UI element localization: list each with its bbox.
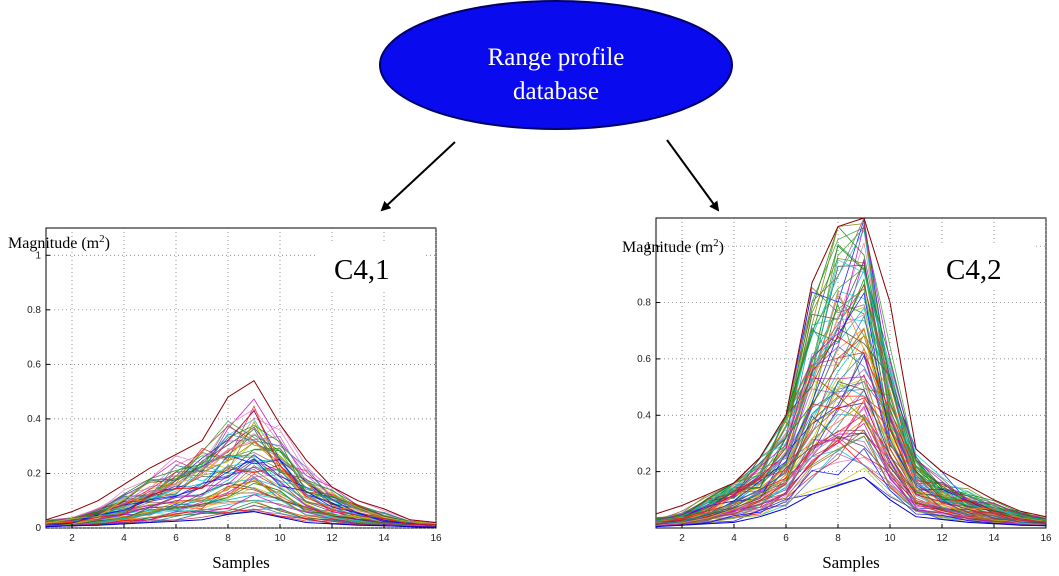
x-tick-label: 6 xyxy=(783,533,789,544)
peak-line xyxy=(45,380,437,523)
x-tick-label: 12 xyxy=(936,533,948,544)
x-tick-label: 6 xyxy=(173,533,179,544)
profile-line xyxy=(655,245,1047,522)
profile-line xyxy=(655,327,1047,524)
profile-line xyxy=(45,478,437,527)
profile-line xyxy=(655,397,1047,524)
floor-line xyxy=(45,511,437,528)
profile-line xyxy=(655,224,1047,521)
profile-line xyxy=(655,327,1047,522)
profile-line xyxy=(655,327,1047,524)
profile-line xyxy=(45,421,437,525)
y-axis-label-superscript: 2 xyxy=(99,233,105,245)
profile-line xyxy=(655,286,1047,521)
profile-line xyxy=(45,424,437,526)
x-tick-label: 14 xyxy=(988,533,1000,544)
x-tick-label: 2 xyxy=(679,533,685,544)
y-tick-label: 0.6 xyxy=(637,354,651,365)
floor-line xyxy=(655,476,1047,528)
y-axis-label-close: ) xyxy=(105,235,110,252)
x-tick-label: 10 xyxy=(884,533,896,544)
x-tick-label: 8 xyxy=(225,533,231,544)
panel-tag: C4,1 xyxy=(334,254,390,286)
y-axis-label-text: Magnitude (m xyxy=(622,239,714,256)
y-tick-label: 0 xyxy=(35,523,41,534)
profile-lines xyxy=(45,380,437,528)
database-label-line1: Range profile xyxy=(488,44,625,71)
profile-line xyxy=(45,494,437,528)
y-tick-label: 0.6 xyxy=(27,359,41,370)
tag-background xyxy=(318,244,426,290)
x-tick-label: 16 xyxy=(430,533,442,544)
y-tick-label: 0.8 xyxy=(27,305,41,316)
ticks: 2 4 6 8 10 12 14 16 0.2 0.4 0.6 0.8 1 xyxy=(637,241,1052,544)
y-tick-label: 0.4 xyxy=(637,410,651,421)
profile-line xyxy=(655,352,1047,523)
x-tick-label: 14 xyxy=(378,533,390,544)
profile-line xyxy=(656,378,1047,525)
chart-c42: 2 4 6 8 10 12 14 16 0.2 0.4 0.6 0.8 1 C4,2 Magnitude… xyxy=(622,216,1052,572)
y-tick-label: 1 xyxy=(645,241,651,252)
profile-line xyxy=(45,466,437,527)
x-tick-label: 4 xyxy=(731,533,737,544)
x-axis-label: Samples xyxy=(822,553,880,572)
profile-line xyxy=(46,490,437,527)
x-axis-label: Samples xyxy=(212,553,270,572)
arrow-to-c41 xyxy=(380,141,456,212)
ticks: 2 4 6 8 10 12 14 16 0 0.2 0.4 0.6 0.8 1 xyxy=(27,250,442,544)
x-tick-label: 4 xyxy=(121,533,127,544)
profile-line xyxy=(45,455,437,526)
profile-lines xyxy=(655,216,1047,528)
y-tick-label: 1 xyxy=(35,250,41,261)
x-tick-label: 12 xyxy=(326,533,338,544)
arrow-to-c42 xyxy=(666,139,720,212)
y-tick-label: 0.8 xyxy=(637,298,651,309)
profile-line xyxy=(655,447,1047,527)
profile-line xyxy=(655,352,1047,525)
profile-line xyxy=(45,464,437,525)
database-label-line2: database xyxy=(513,78,599,105)
profile-line xyxy=(655,435,1047,526)
y-axis-label-superscript: 2 xyxy=(713,237,719,249)
chart-c41: 2 4 6 8 10 12 14 16 0 0.2 0.4 0.6 0.8 1 C4,1 Magnitud… xyxy=(8,227,442,572)
profile-line xyxy=(655,259,1047,522)
profile-line xyxy=(655,381,1047,525)
profile-line xyxy=(45,433,437,525)
database-ellipse xyxy=(379,0,733,130)
profile-line xyxy=(45,441,437,525)
profile-line xyxy=(655,229,1047,521)
y-axis-label-close: ) xyxy=(719,239,724,256)
profile-line xyxy=(45,478,437,527)
x-tick-label: 16 xyxy=(1040,533,1052,544)
x-tick-label: 8 xyxy=(835,533,841,544)
peak-line xyxy=(655,217,1047,518)
database-node: Range profile database xyxy=(379,0,733,130)
x-tick-label: 2 xyxy=(69,533,75,544)
y-axis-label-text: Magnitude (m xyxy=(8,235,100,252)
profile-line xyxy=(45,408,437,525)
y-axis-label: Magnitude (m2) xyxy=(8,233,110,252)
x-tick-label: 10 xyxy=(274,533,286,544)
tag-background xyxy=(930,244,1036,290)
y-tick-label: 0.4 xyxy=(27,414,41,425)
y-tick-label: 0.2 xyxy=(27,468,41,479)
y-tick-label: 0.2 xyxy=(637,467,651,478)
profile-line xyxy=(655,266,1047,522)
panel-tag: C4,2 xyxy=(946,254,1002,286)
y-axis-label: Magnitude (m2) xyxy=(622,237,724,256)
